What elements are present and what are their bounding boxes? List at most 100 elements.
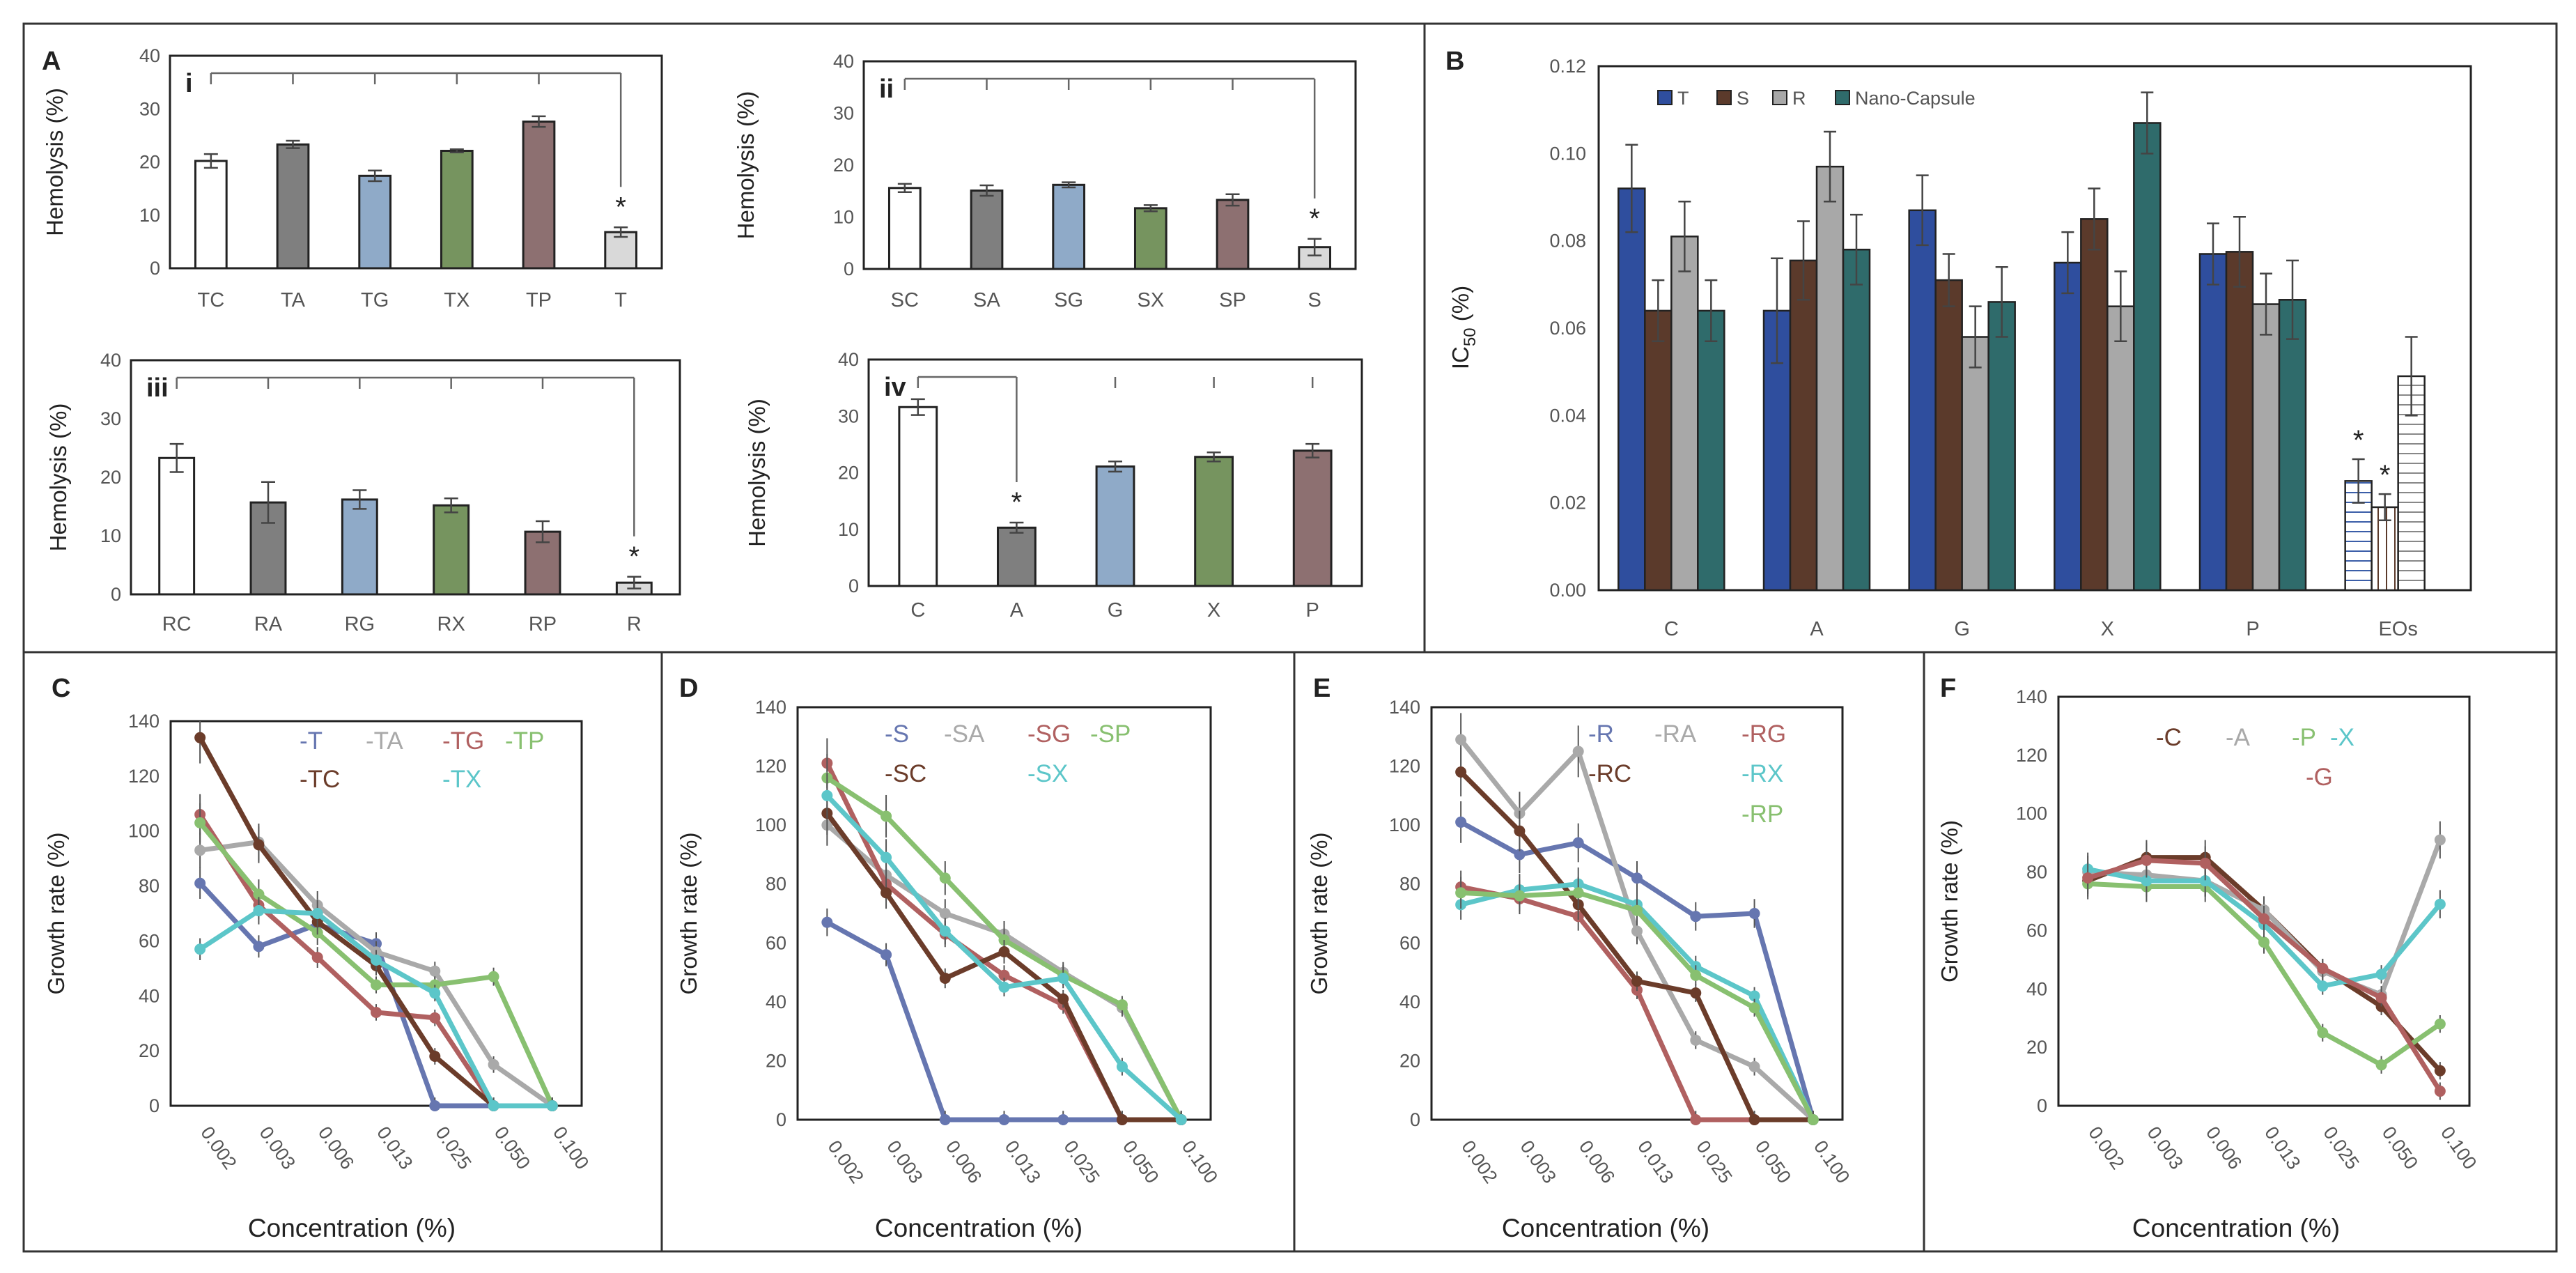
y-tick-label: 60 xyxy=(1399,932,1420,953)
bar-X xyxy=(1194,456,1234,587)
x-category-label: RG xyxy=(345,613,375,635)
y-tick-label: 10 xyxy=(100,525,121,546)
bar-C xyxy=(898,406,938,587)
data-point--RC xyxy=(1455,766,1467,778)
bar-S-A xyxy=(1789,259,1818,592)
x-category-label: C xyxy=(910,599,925,622)
legend-label: -RC xyxy=(1588,760,1631,787)
data-point--SX xyxy=(998,981,1010,993)
data-point--SX xyxy=(821,789,833,801)
data-point--SX xyxy=(1116,1060,1128,1072)
y-tick-label: 140 xyxy=(1389,697,1420,718)
x-axis-label: Concentration (%) xyxy=(248,1214,456,1242)
panel-label-d: D xyxy=(679,674,698,703)
x-category-label: TX xyxy=(444,289,470,311)
y-tick-label: 0 xyxy=(844,259,854,279)
data-point--TX xyxy=(488,1100,499,1111)
y-tick-label: 60 xyxy=(2026,920,2047,941)
data-point--TG xyxy=(429,1012,441,1024)
data-point--TX xyxy=(253,905,265,917)
data-point--SC xyxy=(998,946,1010,957)
significance-star: * xyxy=(615,192,626,222)
data-point--TX xyxy=(546,1100,558,1111)
bar-T-X xyxy=(2054,261,2082,592)
y-tick-label: 10 xyxy=(139,205,160,226)
legend-label: -C xyxy=(2156,724,2182,751)
data-point--T xyxy=(253,941,265,952)
legend-label: R xyxy=(1792,88,1806,109)
data-point--RX xyxy=(1748,990,1760,1002)
data-point--P xyxy=(2317,1027,2329,1039)
y-tick-label: 20 xyxy=(833,155,854,176)
data-point--RA xyxy=(1572,746,1584,757)
y-tick-label: 40 xyxy=(833,51,854,72)
y-tick-label: 100 xyxy=(2016,803,2047,824)
legend-label: -T xyxy=(300,727,323,755)
panel-label-a: A xyxy=(42,47,61,76)
data-point--G xyxy=(2375,992,2387,1003)
data-point--TP xyxy=(371,979,382,991)
y-axis-label: Growth rate (%) xyxy=(43,833,69,995)
y-tick-label: 20 xyxy=(139,1040,160,1061)
y-tick-label: 0.08 xyxy=(1549,231,1586,252)
bar-R-C xyxy=(1670,236,1699,592)
data-point--RA xyxy=(1748,1060,1760,1072)
y-axis-label: Growth rate (%) xyxy=(676,833,701,995)
data-point--SC xyxy=(1057,993,1069,1005)
data-point--RP xyxy=(1455,887,1467,899)
legend-swatch-Nano-Capsule xyxy=(1835,90,1850,105)
data-point--RG xyxy=(1690,1114,1702,1125)
data-point--TX xyxy=(311,908,323,919)
y-tick-label: 120 xyxy=(1389,756,1420,777)
y-tick-label: 0.06 xyxy=(1549,318,1586,339)
hemolysis-plot-ii: 0 10 20 30 40 Hemolysis (%) ii SC SA SG SX SP S * xyxy=(733,51,1357,311)
data-point--SA xyxy=(939,908,951,919)
y-axis-label: Growth rate (%) xyxy=(1937,820,1962,982)
plot-frame xyxy=(2057,695,2471,1107)
legend-label: -SC xyxy=(885,760,926,787)
y-tick-label: 140 xyxy=(2016,686,2047,707)
y-tick-label: 60 xyxy=(766,932,786,953)
x-category-label: S xyxy=(1308,289,1321,311)
ic50-plot: 0.00 0.02 0.04 0.06 0.08 0.10 0.12 IC50 (%) C A G X… xyxy=(1448,56,2472,640)
bar-TX xyxy=(440,149,474,270)
plot-frame xyxy=(169,720,583,1107)
y-tick-label: 40 xyxy=(139,45,160,66)
legend-swatch-R xyxy=(1772,90,1787,105)
data-point--SC xyxy=(880,887,892,899)
data-point--RA xyxy=(1690,1034,1702,1046)
bar-Nano-Capsule-C xyxy=(1697,309,1725,592)
y-tick-label: 0 xyxy=(111,584,121,605)
y-tick-label: 0.10 xyxy=(1549,143,1586,164)
subplot-roman-label: i xyxy=(185,69,193,98)
bar-R-G xyxy=(1961,336,1989,592)
significance-star: * xyxy=(1309,203,1320,234)
y-tick-label: 0 xyxy=(150,258,160,279)
y-tick-label: 0.02 xyxy=(1549,493,1586,514)
y-tick-label: 0.00 xyxy=(1549,580,1586,601)
bar-R-P xyxy=(2251,303,2281,592)
x-category-label: A xyxy=(1010,599,1024,622)
data-point--RP xyxy=(1748,1002,1760,1014)
significance-star: * xyxy=(1011,487,1023,518)
data-point--G xyxy=(2199,857,2211,869)
data-point--TC xyxy=(253,839,265,851)
data-point--X xyxy=(2317,980,2329,992)
data-point--R xyxy=(1455,816,1467,828)
y-tick-label: 40 xyxy=(838,349,859,370)
bar-TA xyxy=(276,143,310,270)
y-tick-label: 20 xyxy=(766,1050,786,1071)
bar-RG xyxy=(341,498,378,596)
x-category-label: RX xyxy=(437,613,465,635)
y-axis-label: Hemolysis (%) xyxy=(733,91,759,240)
legend-swatch-T xyxy=(1657,90,1673,105)
x-category-label: RP xyxy=(529,613,557,635)
panel-label-c: C xyxy=(52,674,70,703)
data-point--TX xyxy=(194,943,206,955)
x-category-label: SA xyxy=(973,289,1000,311)
x-category-label: G xyxy=(1954,618,1970,640)
plot-frame xyxy=(130,359,681,596)
data-point--S xyxy=(821,916,833,928)
